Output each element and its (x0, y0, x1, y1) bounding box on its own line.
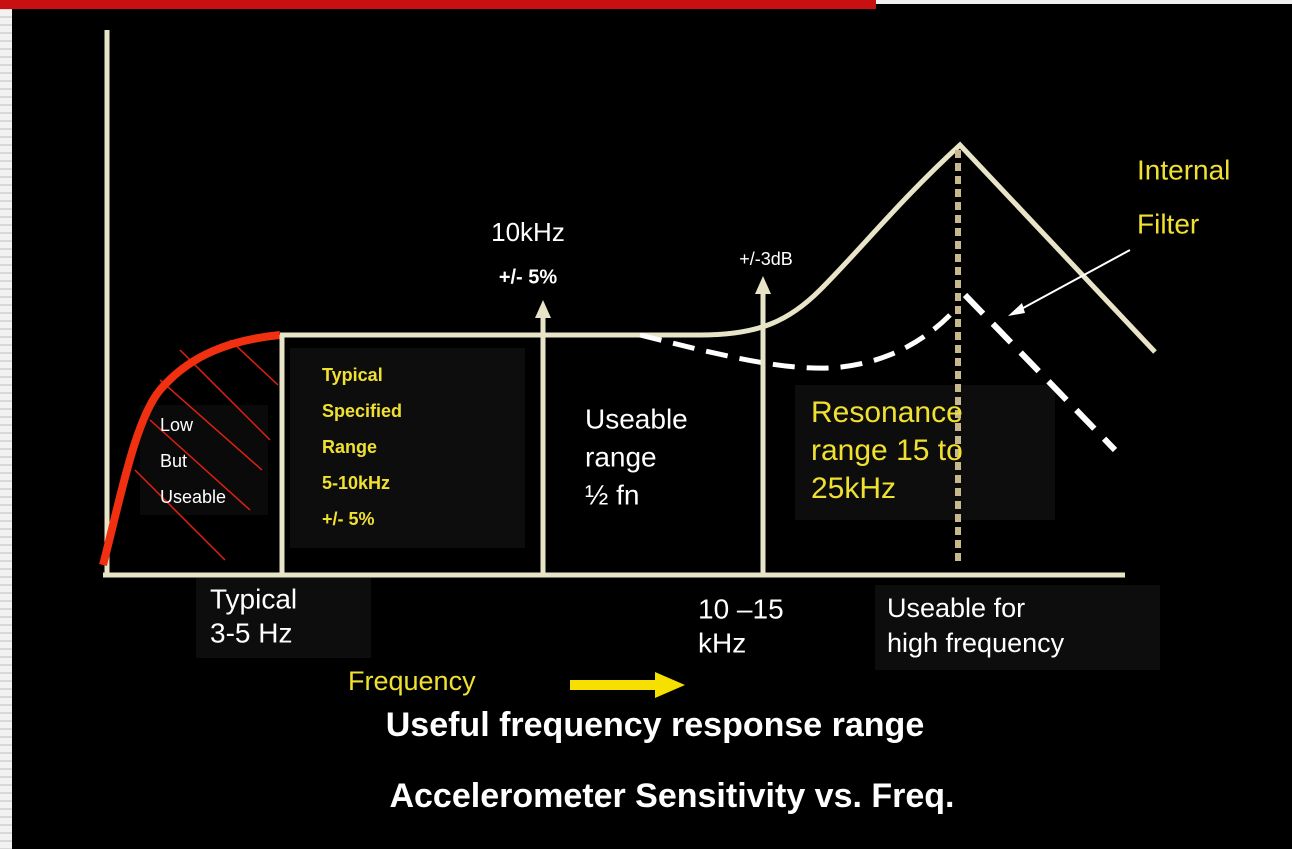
label: Frequency (348, 666, 476, 696)
response-curve (280, 141, 1157, 354)
filter-slope (962, 292, 1118, 453)
label: ½ fn (585, 479, 639, 510)
frequency-arrow (570, 680, 660, 690)
label: range (585, 441, 657, 472)
label: 25kHz (811, 472, 896, 505)
left-strip (0, 0, 12, 849)
label: +/- 5% (499, 266, 558, 288)
label: Typical (210, 583, 297, 614)
low-curve (99, 331, 281, 567)
label: Range (322, 437, 377, 457)
filter-curve (639, 313, 952, 371)
label: Specified (322, 401, 402, 421)
label: Useable (160, 487, 226, 507)
label: 3-5 Hz (210, 617, 292, 648)
label: 10kHz (491, 217, 565, 247)
subtitle: Accelerometer Sensitivity vs. Freq. (389, 777, 954, 815)
label: Useable (585, 403, 688, 434)
top-bar (0, 0, 876, 9)
label: Low (160, 415, 194, 435)
label: +/- 5% (322, 509, 375, 529)
label: 5-10kHz (322, 473, 390, 493)
top-bar-light (876, 0, 1292, 4)
label: Typical (322, 365, 383, 385)
label: 10 –15 (698, 593, 784, 624)
arrow-head (755, 276, 771, 294)
title: Useful frequency response range (386, 706, 925, 744)
label-box (290, 348, 525, 548)
label: +/-3dB (739, 249, 793, 269)
arrow-head (535, 300, 551, 318)
label: Filter (1137, 208, 1199, 239)
frequency-arrow-head (655, 672, 685, 698)
label: But (160, 451, 187, 471)
label: kHz (698, 627, 746, 658)
label-box (795, 385, 1055, 520)
label: Resonance (811, 396, 963, 429)
hatch (134, 339, 279, 561)
label-box (196, 578, 371, 658)
label: Internal (1137, 154, 1230, 185)
label: Useable for (887, 593, 1025, 623)
pointer (1011, 249, 1131, 315)
label-box (875, 585, 1160, 670)
label: range 15 to (811, 434, 963, 467)
label: high frequency (887, 628, 1065, 658)
pointer-head (1008, 303, 1025, 316)
axes (103, 30, 1125, 578)
